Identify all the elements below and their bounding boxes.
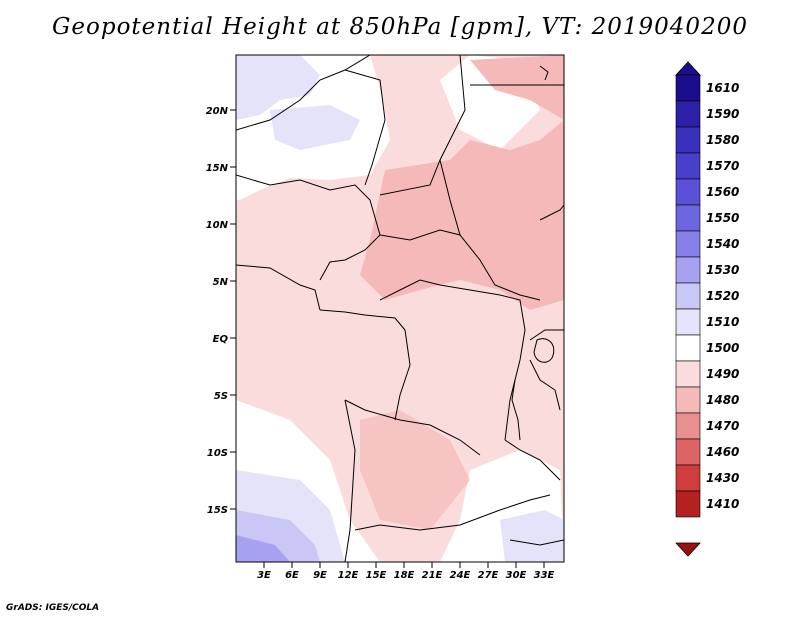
colorbar-box bbox=[675, 308, 701, 336]
colorbar-bottom-triangle bbox=[675, 542, 701, 557]
lon-tick-label: 15E bbox=[366, 570, 387, 581]
border-car bbox=[379, 229, 541, 301]
lon-tick-label: 9E bbox=[313, 570, 327, 581]
border-angola-coast bbox=[344, 399, 356, 562]
lat-tick-label: 10N bbox=[206, 220, 229, 231]
field-blue-southwest-dark bbox=[236, 535, 290, 562]
lat-tick-label: 5S bbox=[214, 391, 228, 402]
colorbar-label: 1540 bbox=[706, 237, 739, 251]
colorbar-box bbox=[675, 412, 701, 440]
border-congo bbox=[319, 309, 411, 421]
colorbar-box bbox=[675, 282, 701, 310]
colorbar-label: 1430 bbox=[706, 471, 739, 485]
colorbar-label: 1480 bbox=[706, 393, 739, 407]
lat-tick-label: 5N bbox=[213, 277, 229, 288]
colorbar-box bbox=[675, 438, 701, 466]
map-frame bbox=[235, 54, 565, 563]
colorbar-boxes bbox=[675, 74, 701, 518]
colorbar-box bbox=[675, 360, 701, 388]
field-pink-south bbox=[360, 410, 470, 530]
border-niger-chad bbox=[344, 69, 386, 186]
lat-tick-label: 15S bbox=[207, 505, 228, 516]
field-blue-southeast bbox=[500, 510, 564, 562]
lat-tick-label: EQ bbox=[213, 334, 229, 345]
colorbar-label: 1460 bbox=[706, 445, 739, 459]
colorbar-box bbox=[675, 334, 701, 362]
colorbar-box bbox=[675, 256, 701, 284]
border-drc bbox=[379, 279, 526, 441]
colorbar-label: 1410 bbox=[706, 497, 739, 511]
lon-tick-label: 30E bbox=[506, 570, 527, 581]
colorbar-box bbox=[675, 464, 701, 492]
colorbar-top-triangle bbox=[675, 61, 701, 76]
lon-tick-label: 12E bbox=[338, 570, 359, 581]
colorbar-box bbox=[675, 386, 701, 414]
colorbar-label: 1590 bbox=[706, 107, 739, 121]
colorbar-box bbox=[675, 100, 701, 128]
colorbar-label: 1610 bbox=[706, 81, 739, 95]
border-tanzania bbox=[529, 359, 561, 411]
country-borders bbox=[236, 55, 564, 562]
border-zambia-malawi bbox=[504, 439, 561, 481]
lon-tick-label: 27E bbox=[478, 570, 499, 581]
coast-red-sea bbox=[539, 65, 549, 81]
colorbar-label: 1530 bbox=[706, 263, 739, 277]
field-blue-northwest bbox=[236, 55, 320, 120]
chart-title: Geopotential Height at 850hPa [gpm], VT:… bbox=[52, 14, 748, 40]
lon-axis: 3E 6E 9E 12E 15E 18E 21E 24E 27E 30E 33E bbox=[257, 562, 555, 581]
colorbar-label: 1550 bbox=[706, 211, 739, 225]
field-pink-central-north bbox=[360, 120, 564, 310]
lon-tick-label: 6E bbox=[285, 570, 299, 581]
border-nigeria bbox=[236, 174, 381, 281]
colorbar-label: 1500 bbox=[706, 341, 739, 355]
border-ethiopia bbox=[539, 204, 564, 221]
colorbar-labels: 1610 1590 1580 1570 1560 1550 1540 1530 … bbox=[706, 81, 739, 511]
colorbar-box bbox=[675, 490, 701, 518]
colorbar-box bbox=[675, 178, 701, 206]
lat-tick-label: 10S bbox=[207, 448, 228, 459]
colorbar-box bbox=[675, 152, 701, 180]
field-blue-north bbox=[270, 105, 360, 150]
lat-axis: 20N 15N 10N 5N EQ 5S 10S 15S bbox=[206, 106, 236, 516]
colorbar-label: 1490 bbox=[706, 367, 739, 381]
colorbar-box bbox=[675, 204, 701, 232]
border-angola bbox=[344, 399, 481, 456]
colorbar-box bbox=[675, 126, 701, 154]
colorbar-box bbox=[675, 230, 701, 258]
border-algeria-mali bbox=[236, 55, 371, 131]
lat-tick-label: 15N bbox=[206, 163, 229, 174]
colorbar: 1610 1590 1580 1570 1560 1550 1540 1530 … bbox=[675, 61, 739, 557]
footer-credit: GrADS: IGES/COLA bbox=[6, 603, 100, 613]
lon-tick-label: 21E bbox=[422, 570, 443, 581]
lon-tick-label: 33E bbox=[534, 570, 555, 581]
lon-tick-label: 3E bbox=[257, 570, 271, 581]
lon-tick-label: 24E bbox=[450, 570, 471, 581]
colorbar-label: 1470 bbox=[706, 419, 739, 433]
lat-tick-label: 20N bbox=[206, 106, 229, 117]
border-chad-sudan bbox=[439, 159, 461, 236]
lake-victoria bbox=[533, 338, 555, 363]
colorbar-label: 1570 bbox=[706, 159, 739, 173]
border-kenya bbox=[529, 329, 564, 341]
border-mozambique bbox=[509, 539, 564, 546]
colorbar-label: 1580 bbox=[706, 133, 739, 147]
colorbar-label: 1520 bbox=[706, 289, 739, 303]
map-field bbox=[236, 55, 564, 562]
colorbar-box bbox=[675, 74, 701, 102]
lake-tanganyika bbox=[511, 379, 521, 441]
colorbar-label: 1510 bbox=[706, 315, 739, 329]
border-namibia-zambia bbox=[354, 494, 551, 531]
border-gulf-guinea bbox=[236, 264, 321, 311]
colorbar-label: 1560 bbox=[706, 185, 739, 199]
field-pink-northeast bbox=[470, 55, 564, 120]
lon-tick-label: 18E bbox=[394, 570, 415, 581]
